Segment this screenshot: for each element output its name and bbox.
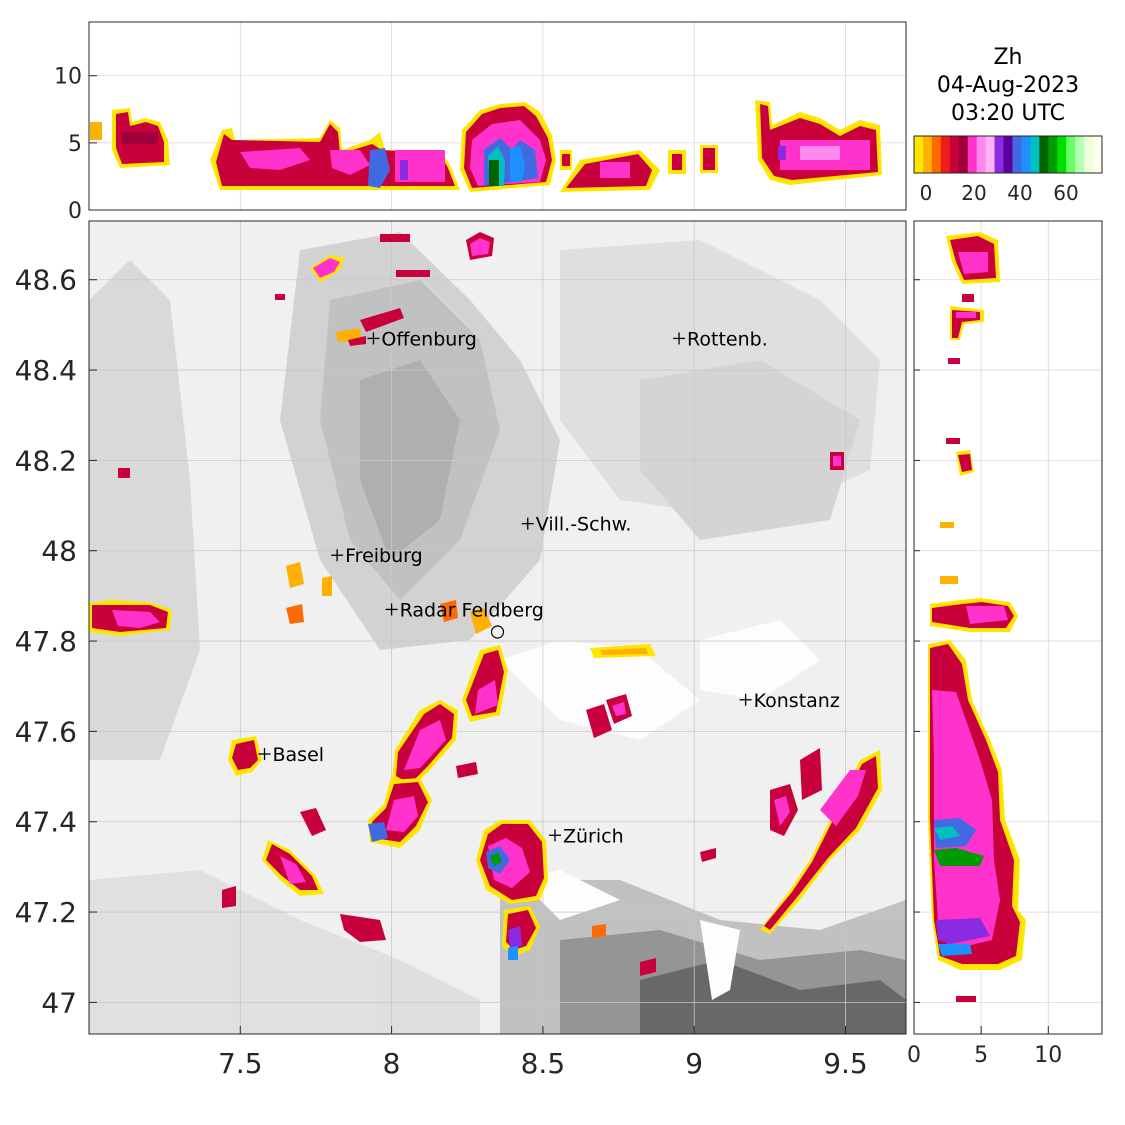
city-label: Konstanz	[754, 690, 840, 712]
map-y-tick-label: 47	[41, 986, 77, 1019]
title-block: Zh 04-Aug-2023 03:20 UTC	[937, 45, 1079, 126]
city-marker: Vill.-Schw.	[521, 514, 632, 536]
city-label: Rottenb.	[687, 328, 768, 350]
colorbar-tick-label: 0	[920, 181, 933, 205]
variable-title: Zh	[993, 45, 1022, 70]
right-panel-ticks: 0 5 10	[907, 279, 1062, 1068]
colorbar-segment	[1003, 136, 1013, 173]
map-y-tick-label: 48.6	[15, 264, 77, 297]
map-y-tick-label: 47.2	[15, 896, 77, 929]
colorbar-segment	[1012, 136, 1022, 173]
map-y-tick-label: 47.6	[15, 715, 77, 748]
city-marker: Freiburg	[331, 545, 423, 567]
colorbar-tick-label: 20	[961, 181, 986, 205]
colorbar-segment	[1066, 136, 1076, 173]
map-x-tick-label: 8	[383, 1047, 401, 1080]
city-marker: Offenburg	[367, 328, 477, 350]
colorbar-tick-label: 40	[1007, 181, 1032, 205]
city-marker: Konstanz	[739, 690, 840, 712]
right-x-tick-label: 0	[907, 1043, 921, 1068]
colorbar-segment	[1057, 136, 1067, 173]
map-axis-ticks: 7.5 8 8.5 9 9.5 48.6 48.4 48.2 48 47.8 47.6 47.4 47.…	[15, 264, 868, 1080]
colorbar-segment	[922, 136, 933, 173]
right-x-tick-label: 10	[1034, 1043, 1062, 1068]
city-label: Vill.-Schw.	[536, 514, 632, 536]
time-title: 03:20 UTC	[951, 101, 1065, 126]
top-y-tick-label: 10	[54, 65, 82, 90]
city-label: Offenburg	[381, 328, 476, 350]
colorbar-segment	[1048, 136, 1058, 173]
colorbar-segment	[949, 136, 960, 173]
colorbar-segment	[1030, 136, 1040, 173]
map-x-tick-label: 9	[685, 1047, 703, 1080]
right-x-tick-label: 5	[974, 1043, 988, 1068]
radar-site-marker	[490, 625, 505, 639]
date-title: 04-Aug-2023	[937, 73, 1079, 98]
colorbar-frame	[913, 135, 1103, 174]
colorbar-segment	[1084, 136, 1094, 173]
map-x-tick-label: 8.5	[521, 1047, 566, 1080]
city-marker: Zürich	[548, 825, 624, 847]
colorbar-segment	[1039, 136, 1049, 173]
colorbar-segment	[1075, 136, 1085, 173]
city-label: Freiburg	[345, 545, 423, 567]
colorbar-segment	[940, 136, 951, 173]
colorbar-segment	[1021, 136, 1031, 173]
right-panel-echoes	[928, 232, 1026, 1002]
city-label: Zürich	[563, 825, 624, 847]
city-label: Basel	[273, 744, 325, 766]
colorbar-segment	[994, 136, 1005, 173]
top-panel-y-ticks: 0 5 10	[54, 65, 97, 224]
colorbar-segment	[967, 136, 978, 173]
right-cross-section-panel: 0 5 10	[907, 220, 1103, 1068]
colorbar-segment	[976, 136, 987, 173]
colorbar-tick-label: 60	[1053, 181, 1078, 205]
top-y-tick-label: 5	[68, 132, 82, 157]
colorbar-segment	[931, 136, 942, 173]
colorbar-segment	[958, 136, 969, 173]
map-y-tick-label: 47.8	[15, 625, 77, 658]
colorbar-segment	[914, 136, 924, 173]
colorbar-segment	[1093, 136, 1103, 173]
top-y-tick-label: 0	[68, 199, 82, 224]
city-markers: Offenburg Rottenb. Vill.-Schw. Freiburg Rada…	[258, 328, 840, 847]
map-y-tick-label: 48	[41, 535, 77, 568]
colorbar: 0 20 40 60	[913, 135, 1103, 205]
map-x-tick-label: 9.5	[823, 1047, 868, 1080]
map-x-tick-label: 7.5	[218, 1047, 263, 1080]
map-y-tick-label: 47.4	[15, 806, 77, 839]
map-panel: 7.5 8 8.5 9 9.5 48.6 48.4 48.2 48 47.8 47.6 47.4 47.…	[15, 220, 907, 1080]
top-cross-section-panel: 0 5 10	[54, 21, 907, 224]
city-marker: Radar Feldberg	[385, 599, 544, 621]
radar-echoes	[89, 232, 882, 976]
map-y-tick-label: 48.4	[15, 354, 77, 387]
city-marker: Rottenb.	[673, 328, 768, 350]
colorbar-segment	[985, 136, 996, 173]
map-y-tick-label: 48.2	[15, 444, 77, 477]
city-marker: Basel	[258, 744, 325, 766]
city-label: Radar Feldberg	[400, 599, 544, 621]
top-panel-echoes	[90, 100, 882, 192]
